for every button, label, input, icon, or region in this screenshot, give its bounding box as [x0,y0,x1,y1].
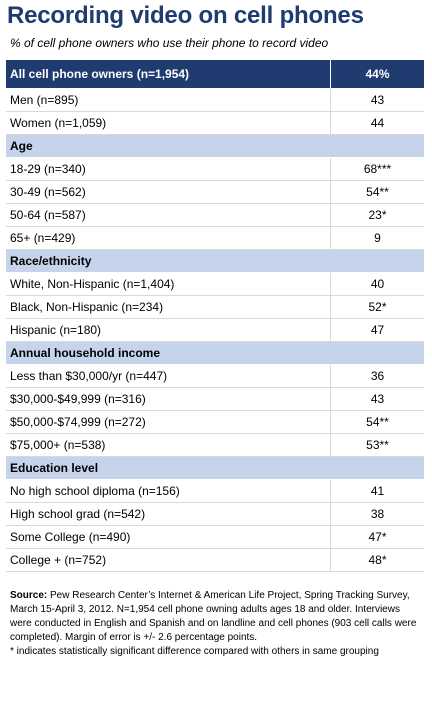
table-row: 65+ (n=429) 9 [6,227,424,250]
row-label: Hispanic (n=180) [6,319,331,341]
section-header-row: Annual household income [6,342,424,365]
row-value: 47 [370,323,385,337]
row-value: 36 [370,369,385,383]
row-label: Black, Non-Hispanic (n=234) [6,296,331,318]
table-row: College + (n=752) 48* [6,549,424,572]
row-label: $75,000+ (n=538) [6,434,331,456]
total-row: All cell phone owners (n=1,954) 44% [6,60,424,89]
row-label: 65+ (n=429) [6,227,331,249]
table-row: White, Non-Hispanic (n=1,404) 40 [6,273,424,296]
table-row: Less than $30,000/yr (n=447) 36 [6,365,424,388]
row-value: 40 [370,277,385,291]
table-row: Some College (n=490) 47* [6,526,424,549]
row-label: High school grad (n=542) [6,503,331,525]
row-value: 52* [368,300,387,314]
row-value: 54** [366,415,389,429]
section-header-label: Race/ethnicity [10,254,92,268]
source-label: Source: [10,590,48,601]
row-label: $50,000-$74,999 (n=272) [6,411,331,433]
section-header-label: Education level [10,461,99,475]
row-label: No high school diploma (n=156) [6,480,331,502]
source-text: Source: Pew Research Center’s Internet &… [10,589,420,645]
table-row: Women (n=1,059) 44 [6,112,424,135]
row-label: White, Non-Hispanic (n=1,404) [6,273,331,295]
row-value: 47* [368,530,387,544]
table-row: $50,000-$74,999 (n=272) 54** [6,411,424,434]
row-label: Less than $30,000/yr (n=447) [6,365,331,387]
chart-title: Recording video on cell phones [7,2,364,29]
row-value: 68*** [363,162,392,176]
row-label: College + (n=752) [6,549,331,571]
row-value: 53** [366,438,389,452]
source-body: Pew Research Center’s Internet & America… [10,590,417,643]
row-label: 18-29 (n=340) [6,158,331,180]
row-label: 50-64 (n=587) [6,204,331,226]
table-row: $75,000+ (n=538) 53** [6,434,424,457]
row-value: 54** [366,185,389,199]
chart-subtitle: % of cell phone owners who use their pho… [10,36,329,50]
table-row: Men (n=895) 43 [6,89,424,112]
row-value: 41 [370,484,385,498]
row-value: 38 [370,507,385,521]
row-label: Men (n=895) [6,89,331,111]
table-row: High school grad (n=542) 38 [6,503,424,526]
row-value: 43 [370,93,385,107]
row-value: 44 [370,116,385,130]
section-header-label: Age [10,139,33,153]
table-row: 18-29 (n=340) 68*** [6,158,424,181]
source-note: Source: Pew Research Center’s Internet &… [10,589,420,659]
table-row: No high school diploma (n=156) 41 [6,480,424,503]
data-table: All cell phone owners (n=1,954) 44% Men … [6,60,424,572]
section-header-label: Annual household income [10,346,161,360]
row-value: 9 [374,231,381,245]
table-row: $30,000-$49,999 (n=316) 43 [6,388,424,411]
table-row: Hispanic (n=180) 47 [6,319,424,342]
row-label: Some College (n=490) [6,526,331,548]
row-value: 23* [368,208,387,222]
section-header-row: Age [6,135,424,158]
row-value: 43 [370,392,385,406]
table-row: Black, Non-Hispanic (n=234) 52* [6,296,424,319]
row-label: Women (n=1,059) [6,112,331,134]
row-value: 48* [368,553,387,567]
table-row: 50-64 (n=587) 23* [6,204,424,227]
significance-footnote: * indicates statistically significant di… [10,646,379,657]
table-row: 30-49 (n=562) 54** [6,181,424,204]
total-row-value: 44% [365,67,390,81]
section-header-row: Education level [6,457,424,480]
row-label: 30-49 (n=562) [6,181,331,203]
section-header-row: Race/ethnicity [6,250,424,273]
row-label: $30,000-$49,999 (n=316) [6,388,331,410]
total-row-label: All cell phone owners (n=1,954) [6,60,331,88]
